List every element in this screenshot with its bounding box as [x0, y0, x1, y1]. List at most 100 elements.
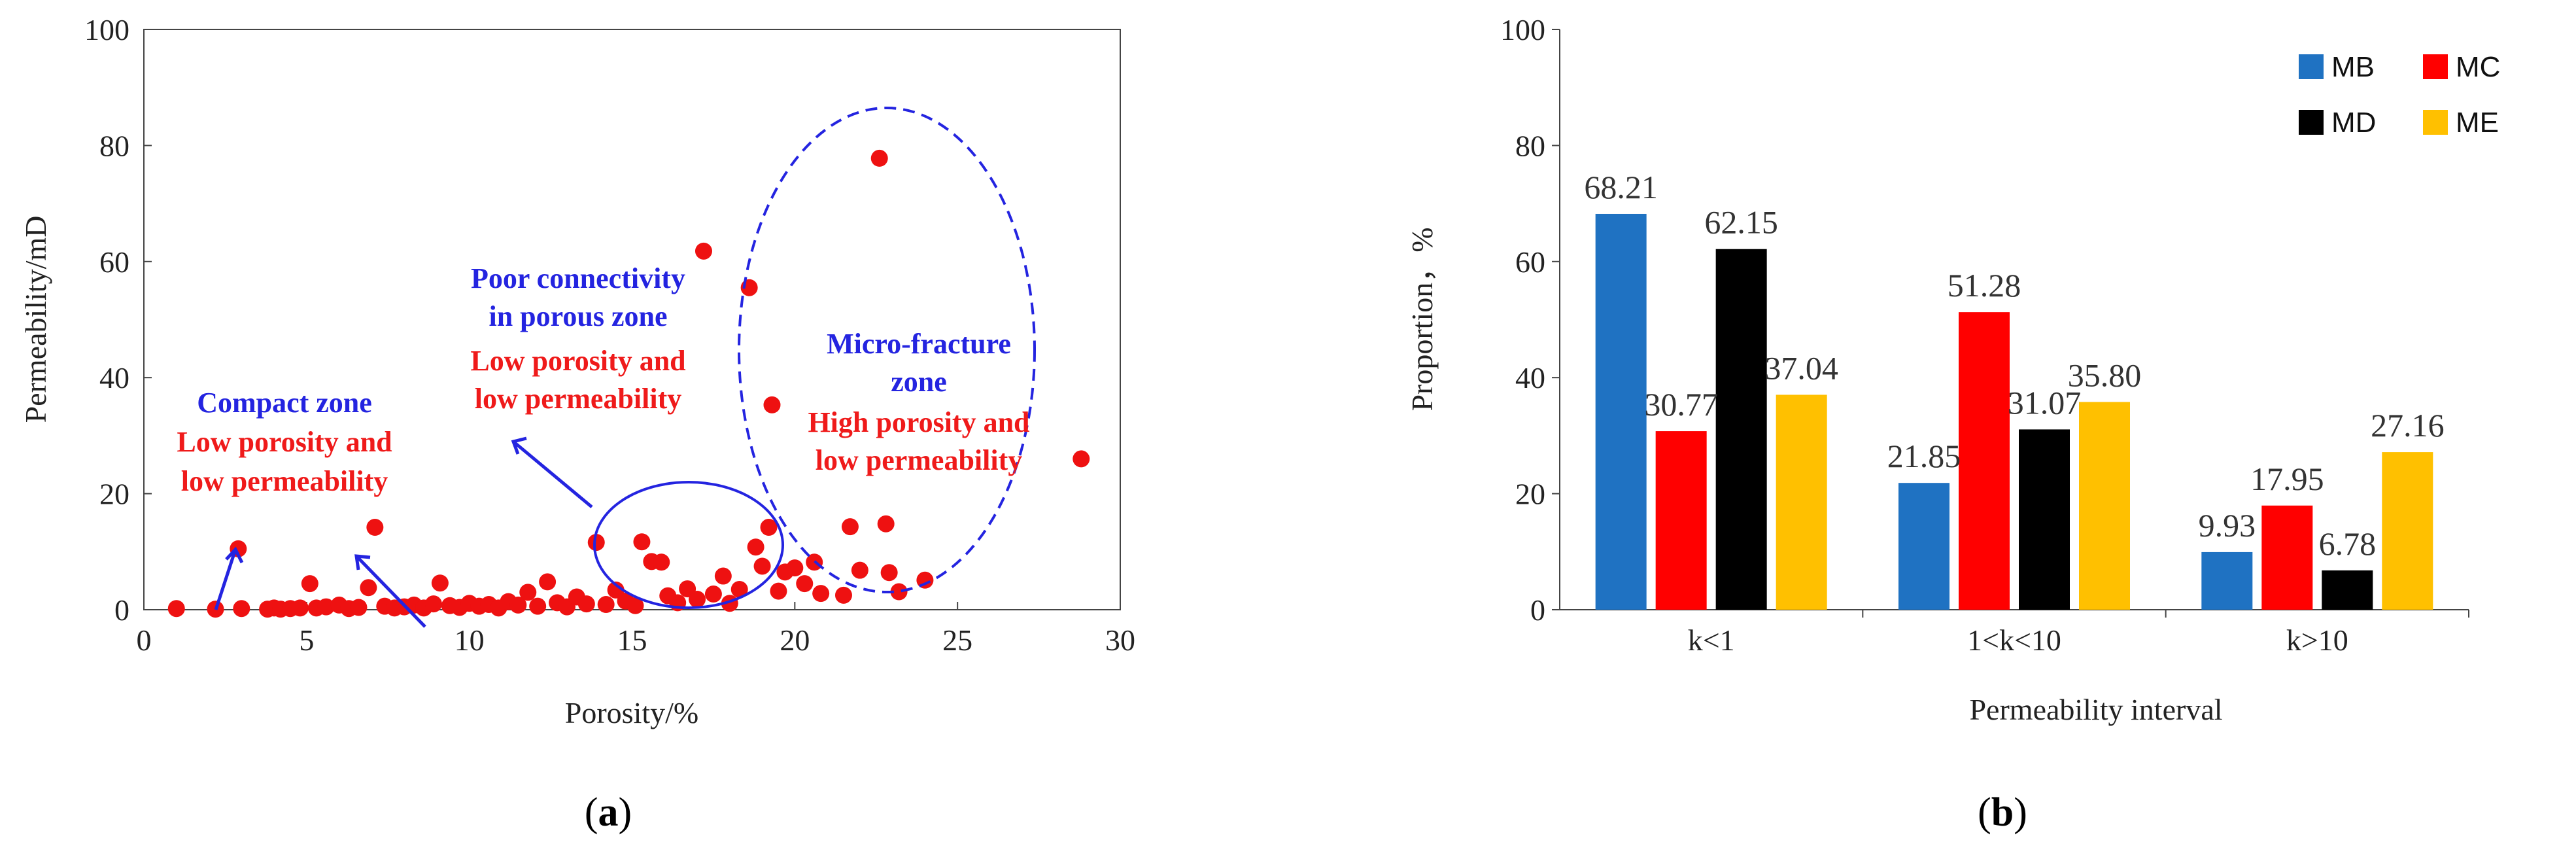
poor-zone-title1: Poor connectivity: [471, 262, 685, 294]
scatter-point: [233, 600, 250, 618]
bar-legend: MB MC MD ME: [2299, 51, 2500, 139]
legend-swatch-me: [2423, 110, 2448, 135]
scatter-point: [834, 586, 852, 604]
bar-value-label: 30.77: [1644, 386, 1718, 423]
bar-y-tick-label: 20: [1515, 478, 1545, 511]
compact-arrow-left: [214, 549, 237, 610]
bar-mc: [2261, 505, 2313, 610]
scatter-point: [760, 519, 778, 536]
scatter-point: [730, 580, 748, 598]
scatter-point: [812, 585, 830, 603]
bar-mc: [1959, 312, 2010, 610]
bar-value-label: 21.85: [1887, 438, 1961, 474]
legend-swatch-mc: [2423, 54, 2448, 79]
scatter-x-tick-label: 25: [942, 623, 972, 657]
micro-zone-title1: Micro-fracture: [827, 328, 1011, 360]
bar-data-labels: 68.21 30.77 62.15 37.04 21.85 51.28 31.0735.80…: [1584, 169, 2444, 562]
scatter-point: [704, 586, 722, 603]
scatter-point: [431, 574, 449, 592]
scatter-point: [519, 584, 537, 601]
legend-swatch-mb: [2299, 54, 2324, 79]
scatter-point: [695, 242, 712, 260]
scatter-y-tick-label: 40: [99, 361, 129, 394]
bar-value-label: 35.80: [2068, 357, 2142, 393]
scatter-axis-ticks: 0 5 10 15 20 25 30 0 20 40 60 80 100: [84, 13, 1135, 657]
scatter-point: [607, 581, 625, 599]
bar-category-label: 1<k<10: [1967, 623, 2061, 657]
compact-arrow-left-head: [225, 546, 244, 564]
scatter-x-tick-label: 20: [780, 623, 810, 657]
bar-me: [2079, 402, 2130, 610]
scatter-point: [529, 597, 547, 615]
scatter-point: [366, 519, 384, 536]
bar-y-tick-label: 0: [1530, 593, 1545, 627]
bar-mb: [2201, 551, 2253, 610]
bar-y-tick-label: 80: [1515, 129, 1545, 162]
bar-md: [2019, 429, 2070, 610]
scatter-y-tick-label: 80: [99, 129, 129, 162]
legend-label-mc: MC: [2456, 51, 2500, 83]
compact-arrow-right: [355, 555, 426, 628]
scatter-point: [916, 571, 934, 589]
bar-category-label: k>10: [2286, 623, 2348, 657]
micro-fracture-zone-ellipse: [738, 107, 1036, 593]
scatter-point: [350, 599, 368, 616]
bar-value-label: 17.95: [2250, 461, 2324, 497]
bar-md: [1715, 249, 1767, 610]
bar-y-tick-label: 60: [1515, 245, 1545, 279]
scatter-point: [763, 396, 781, 413]
poor-connectivity-zone-ellipse: [593, 481, 784, 609]
scatter-point: [877, 515, 895, 533]
bar-x-axis-title: Permeability interval: [1969, 693, 2222, 726]
bar-value-label: 9.93: [2199, 507, 2256, 544]
compact-zone-line1: Low porosity and: [177, 426, 392, 458]
panel-b-caption: (b): [1978, 790, 2027, 835]
scatter-y-tick-label: 60: [99, 245, 129, 279]
scatter-point: [577, 595, 595, 613]
bar-axis-ticks: 0 20 40 60 80 100 k<1 1<k<10 k>10: [1500, 13, 2469, 657]
annotation-arrows: [214, 436, 593, 628]
micro-zone-title2: zone: [891, 366, 947, 398]
poor-zone-line1: Low porosity and: [470, 345, 685, 377]
poor-zone-title2: in porous zone: [489, 300, 667, 332]
bar-mb: [1595, 213, 1647, 610]
scatter-point: [317, 598, 335, 616]
bar-value-label: 62.15: [1704, 204, 1778, 241]
compact-zone-line2: low permeability: [181, 465, 388, 497]
micro-zone-line1: High porosity and: [808, 406, 1029, 438]
bar-y-tick-label: 40: [1515, 361, 1545, 394]
scatter-point: [890, 583, 908, 601]
bar-mc: [1655, 431, 1707, 610]
legend-swatch-md: [2299, 110, 2324, 135]
scatter-y-tick-label: 0: [114, 593, 129, 627]
scatter-points: [167, 149, 1090, 618]
bar-value-label: 68.21: [1584, 169, 1658, 205]
scatter-chart: 0 5 10 15 20 25 30 0 20 40 60 80 100 Porosity/% Perm…: [19, 13, 1135, 835]
scatter-point: [301, 575, 318, 593]
scatter-point: [880, 564, 898, 582]
legend-label-md: MD: [2331, 107, 2376, 139]
scatter-point: [1073, 450, 1090, 468]
scatter-point: [627, 597, 644, 614]
scatter-point: [753, 557, 771, 575]
scatter-point: [653, 553, 670, 571]
scatter-y-axis-title: Permeability/mD: [19, 216, 52, 423]
scatter-x-tick-label: 15: [617, 623, 647, 657]
bar-chart: 0 20 40 60 80 100 k<1 1<k<10 k>10 68.21 30.77 62.1…: [1405, 13, 2500, 835]
panel-a-caption: (a): [585, 790, 632, 835]
compact-zone-title: Compact zone: [197, 387, 372, 419]
scatter-point: [509, 596, 527, 614]
scatter-point: [633, 533, 651, 551]
scatter-x-tick-label: 5: [299, 623, 314, 657]
bar-value-label: 31.07: [2008, 384, 2082, 421]
scatter-point: [796, 575, 814, 593]
bar-category-label: k<1: [1688, 623, 1735, 657]
bar-md: [2322, 570, 2373, 610]
scatter-x-axis-title: Porosity/%: [565, 696, 698, 729]
scatter-y-tick-label: 100: [84, 13, 129, 46]
bar-mb: [1898, 483, 1949, 610]
scatter-point: [360, 579, 377, 597]
bar-y-tick-label: 100: [1500, 13, 1545, 46]
scatter-x-tick-label: 30: [1105, 623, 1135, 657]
